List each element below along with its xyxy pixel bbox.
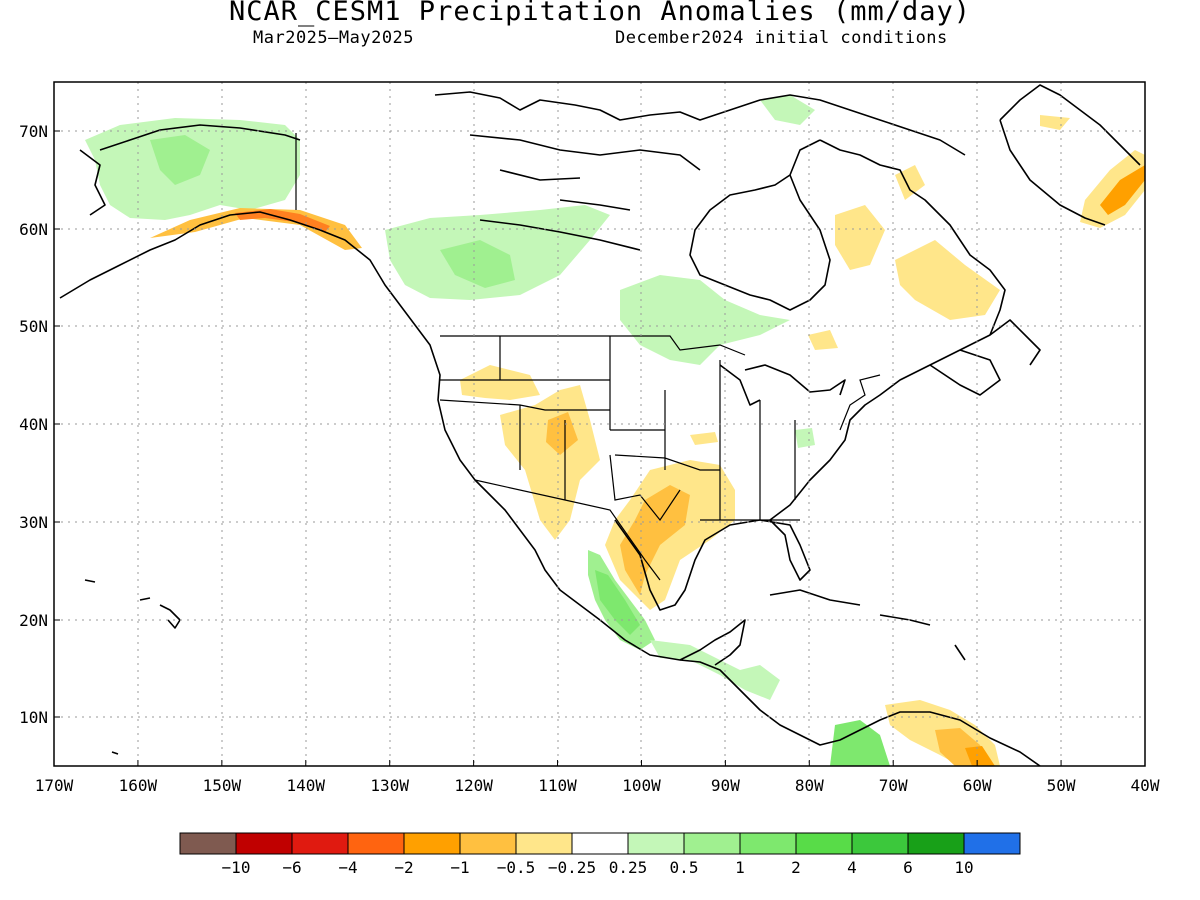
anomaly-region xyxy=(235,209,330,232)
legend-label: 2 xyxy=(791,858,801,877)
anomaly-region xyxy=(795,428,815,448)
lon-label: 90W xyxy=(711,776,740,795)
legend-label: −1 xyxy=(450,858,469,877)
anomaly-region xyxy=(620,275,790,365)
lon-label: 150W xyxy=(203,776,242,795)
lon-label: 60W xyxy=(963,776,992,795)
lon-label: 100W xyxy=(622,776,661,795)
latitude-labels: 70N 60N 50N 40N 30N 20N 10N xyxy=(19,122,60,727)
color-legend xyxy=(179,832,1021,855)
anomaly-region xyxy=(150,135,210,185)
anomaly-region xyxy=(1100,165,1145,215)
anomaly-region xyxy=(835,205,885,270)
forecast-period: Mar2025–May2025 xyxy=(253,28,415,48)
anomaly-region xyxy=(650,640,780,700)
legend-swatch xyxy=(571,832,629,855)
lon-label: 120W xyxy=(454,776,493,795)
legend-label: −0.25 xyxy=(548,858,596,877)
lat-label: 30N xyxy=(19,513,48,532)
legend-label: −4 xyxy=(338,858,357,877)
legend-swatch xyxy=(963,832,1021,855)
anomaly-region xyxy=(1080,150,1145,228)
legend-swatch xyxy=(627,832,685,855)
legend-label: 0.5 xyxy=(670,858,699,877)
lat-label: 10N xyxy=(19,708,48,727)
lon-label: 70W xyxy=(879,776,908,795)
anomaly-region xyxy=(830,720,890,766)
legend-swatch xyxy=(459,832,517,855)
anomaly-region xyxy=(546,412,578,455)
anomaly-region xyxy=(440,240,515,288)
legend-swatch xyxy=(515,832,573,855)
legend-swatch xyxy=(739,832,797,855)
legend-swatch xyxy=(179,832,237,855)
lat-label: 60N xyxy=(19,220,48,239)
lat-label: 20N xyxy=(19,611,48,630)
anomaly-region xyxy=(760,95,815,125)
legend-label: 1 xyxy=(735,858,745,877)
lon-label: 40W xyxy=(1131,776,1160,795)
lon-label: 80W xyxy=(795,776,824,795)
legend-label: −2 xyxy=(394,858,413,877)
anomaly-region xyxy=(690,432,718,445)
legend-label: 6 xyxy=(903,858,913,877)
map-title: NCAR_CESM1 Precipitation Anomalies (mm/d… xyxy=(229,0,971,27)
anomaly-region xyxy=(895,240,1000,320)
initial-conditions: December2024 initial conditions xyxy=(615,28,948,48)
legend-label: −10 xyxy=(222,858,251,877)
graticule xyxy=(54,82,1145,766)
legend-label: 0.25 xyxy=(609,858,648,877)
legend-swatch xyxy=(907,832,965,855)
legend-label: −0.5 xyxy=(497,858,536,877)
lon-label: 110W xyxy=(538,776,577,795)
lat-label: 40N xyxy=(19,415,48,434)
lat-label: 50N xyxy=(19,317,48,336)
anomaly-region xyxy=(500,385,600,540)
coastlines xyxy=(59,84,1141,766)
legend-swatch xyxy=(291,832,349,855)
legend-swatch xyxy=(795,832,853,855)
anomaly-region xyxy=(595,570,640,635)
legend-label: −6 xyxy=(282,858,301,877)
legend-swatch xyxy=(851,832,909,855)
map-area xyxy=(54,82,1145,766)
anomaly-region xyxy=(620,485,690,595)
legend-swatch xyxy=(683,832,741,855)
lon-label: 130W xyxy=(370,776,409,795)
anomaly-region xyxy=(808,330,838,350)
lon-label: 170W xyxy=(35,776,74,795)
legend-swatch xyxy=(347,832,405,855)
anomaly-region xyxy=(1040,115,1070,130)
legend-label: 4 xyxy=(847,858,857,877)
legend-swatch xyxy=(235,832,293,855)
anomaly-region xyxy=(460,365,540,400)
legend-swatch xyxy=(403,832,461,855)
legend-labels: −10 −6 −4 −2 −1 −0.5 −0.25 0.25 0.5 1 2 4 6 10 xyxy=(222,858,974,877)
political-borders xyxy=(295,133,881,581)
anomaly-region xyxy=(965,746,995,766)
longitude-labels: 170W 160W 150W 140W 130W 120W 110W 100W 90W 80W 70… xyxy=(35,760,1160,795)
lon-label: 140W xyxy=(287,776,326,795)
lat-label: 70N xyxy=(19,122,48,141)
lon-label: 160W xyxy=(119,776,158,795)
legend-label: 10 xyxy=(954,858,973,877)
lon-label: 50W xyxy=(1047,776,1076,795)
